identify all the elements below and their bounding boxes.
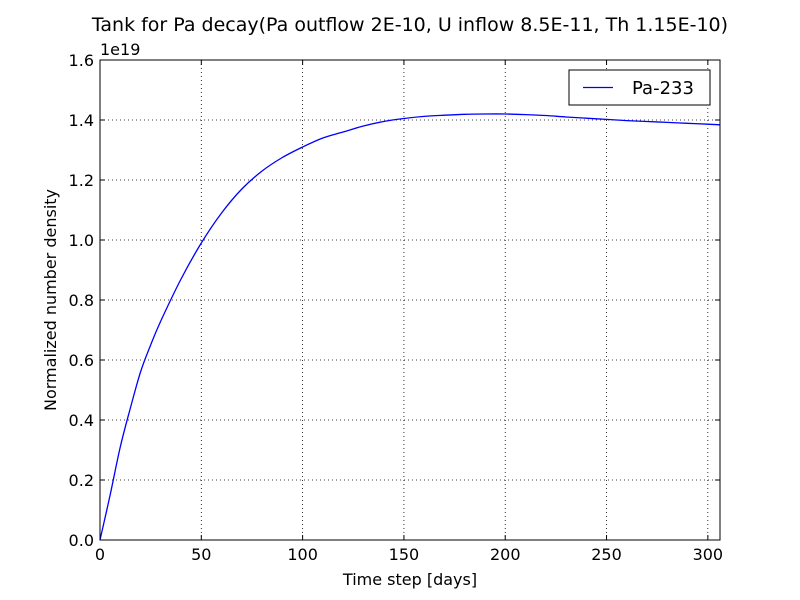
y-tick-label: 1.2 bbox=[69, 171, 94, 190]
x-tick-label: 0 bbox=[95, 545, 105, 564]
y-offset-label: 1e19 bbox=[100, 40, 140, 59]
x-tick-label: 150 bbox=[389, 545, 420, 564]
y-tick-label: 0.6 bbox=[69, 351, 94, 370]
y-tick-label: 0.2 bbox=[69, 471, 94, 490]
y-tick-label: 1.0 bbox=[69, 231, 94, 250]
y-tick-label: 1.4 bbox=[69, 111, 94, 130]
y-tick-label: 0.0 bbox=[69, 531, 94, 550]
x-tick-label: 50 bbox=[191, 545, 211, 564]
axis-ticks: 0 50 100 150 200 250 300 0.0 0.2 0.4 0.6 0.8 1.0 1.2 1… bbox=[69, 51, 724, 564]
series-line-pa-233 bbox=[99, 113, 721, 541]
series-layer bbox=[99, 113, 721, 541]
x-tick-label: 300 bbox=[693, 545, 724, 564]
y-tick-label: 0.8 bbox=[69, 291, 94, 310]
legend-label-pa-233: Pa-233 bbox=[632, 78, 694, 99]
x-axis-label: Time step [days] bbox=[342, 570, 477, 589]
y-tick-label: 1.6 bbox=[69, 51, 94, 70]
x-tick-label: 200 bbox=[490, 545, 521, 564]
y-tick-label: 0.4 bbox=[69, 411, 94, 430]
chart-title: Tank for Pa decay(Pa outflow 2E-10, U in… bbox=[91, 14, 728, 36]
plot-frame bbox=[99, 59, 721, 541]
y-axis-label: Normalized number density bbox=[41, 189, 60, 411]
x-tick-label: 250 bbox=[591, 545, 622, 564]
x-tick-label: 100 bbox=[287, 545, 318, 564]
legend: Pa-233 bbox=[568, 69, 711, 106]
